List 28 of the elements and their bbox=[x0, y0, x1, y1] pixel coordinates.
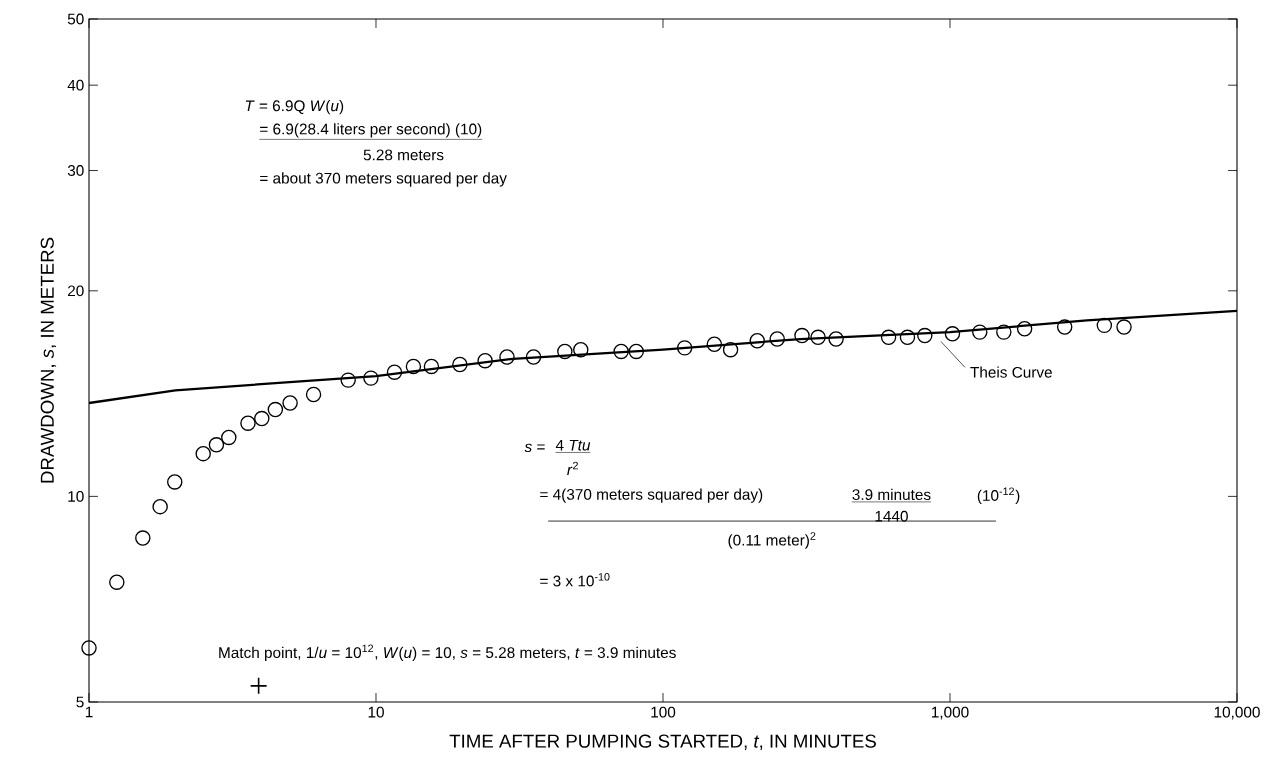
x-tick-label: 10 bbox=[368, 706, 384, 718]
annotation: (10$^{-12}$) bbox=[977, 487, 1020, 504]
annotation: 5.28 meters bbox=[363, 149, 444, 161]
y-tick-label: 20 bbox=[68, 285, 84, 297]
annotation: = 3 x 10$^{-10}$ bbox=[540, 573, 610, 587]
y-tick-label: 50 bbox=[67, 13, 84, 25]
annotation: = about 370 meters squared per day bbox=[260, 172, 507, 187]
x-tick-label: 100 bbox=[651, 706, 676, 718]
text: Match point, 1/u = 10$^{12}$, W(u) = 10, s = 5.28 meters, t = 3.9 minutes bbox=[219, 644, 676, 662]
annotation: s = bbox=[524, 443, 545, 453]
annotation: 3.9 minutes bbox=[852, 488, 931, 501]
annotation: r$^{2}$ bbox=[567, 461, 578, 476]
y-tick-label: 30 bbox=[67, 165, 84, 176]
x-axis-title: TIME AFTER PUMPING STARTED, t, IN MINUTES bbox=[449, 734, 876, 750]
x-tick-label: 1 bbox=[85, 706, 93, 718]
annotation: 4 Ttu bbox=[555, 439, 591, 451]
annotation: T = 6.9Q W(u) bbox=[245, 99, 344, 115]
text: Theis Curve bbox=[970, 366, 1052, 378]
annotation: = 6.9(28.4 liters per second) (10) bbox=[260, 123, 482, 138]
annotation: = 4(370 meters squared per day) bbox=[540, 488, 763, 503]
annotation: (0.11 meter)$^{2}$ bbox=[728, 532, 816, 549]
y-axis-title: DRAWDOWN, s, IN METERS bbox=[40, 237, 57, 483]
y-tick-label: 40 bbox=[67, 79, 84, 91]
x-tick-label: 10,000 bbox=[1214, 706, 1260, 720]
y-tick-label: 5 bbox=[76, 696, 84, 708]
y-tick-label: 10 bbox=[68, 490, 84, 502]
annotation: 1440 bbox=[875, 510, 908, 522]
x-tick-label: 1,000 bbox=[931, 706, 969, 720]
